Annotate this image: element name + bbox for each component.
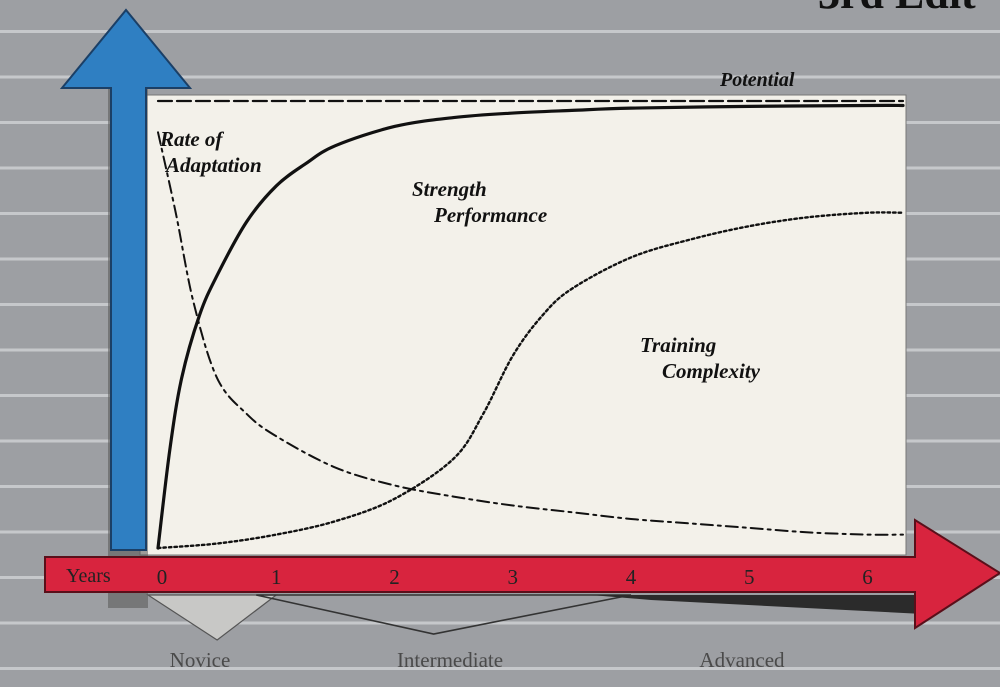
label-training-complexity: Training Complexity bbox=[640, 333, 761, 383]
phase-wedge-novice bbox=[145, 594, 279, 641]
background-stripe bbox=[0, 621, 1000, 625]
phase-label-intermediate: Intermediate bbox=[397, 648, 503, 672]
x-tick-label: 2 bbox=[389, 565, 400, 589]
phase-wedge-intermediate bbox=[256, 594, 632, 635]
background-stripe bbox=[0, 667, 1000, 670]
phase-label-advanced: Advanced bbox=[699, 648, 785, 672]
background-stripe bbox=[0, 30, 1000, 33]
label-rate-of-adaptation: Rate of Adaptation bbox=[159, 127, 262, 177]
y-axis-arrow bbox=[59, 8, 193, 551]
series-line-training-complexity bbox=[156, 211, 905, 550]
x-tick-label: 6 bbox=[862, 565, 873, 589]
phase-label-novice: Novice bbox=[170, 648, 231, 672]
header-text: 3rd Edit bbox=[818, 0, 976, 18]
x-tick-label: 1 bbox=[271, 565, 282, 589]
background-stripe bbox=[0, 75, 1000, 79]
label-potential: Potential bbox=[719, 69, 795, 91]
phase-wedge-advanced bbox=[591, 595, 943, 614]
x-axis-title: Years bbox=[66, 565, 111, 587]
series-line-rate-of-adaptation bbox=[157, 131, 904, 536]
plot-panel bbox=[139, 94, 907, 556]
x-tick-label: 5 bbox=[744, 565, 755, 589]
label-strength-performance: Strength Performance bbox=[412, 177, 547, 227]
series-line-strength-performance bbox=[156, 103, 905, 550]
x-tick-label: 0 bbox=[157, 565, 168, 589]
x-tick-label: 3 bbox=[508, 565, 519, 589]
x-tick-label: 4 bbox=[626, 565, 637, 589]
x-axis-arrow bbox=[44, 518, 1000, 630]
